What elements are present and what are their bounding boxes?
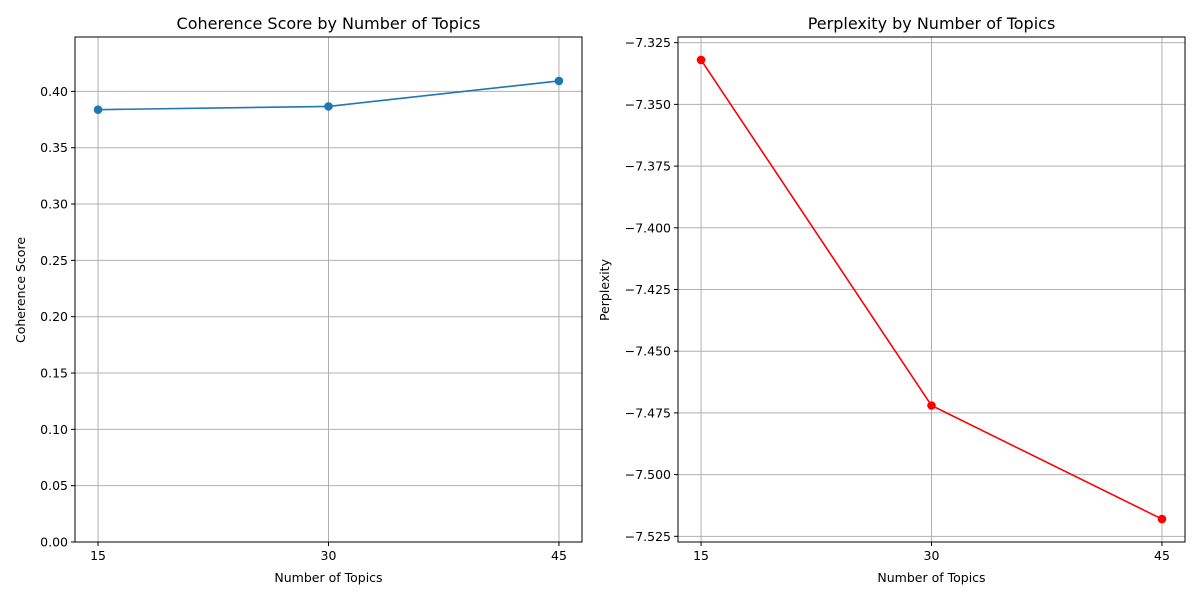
data-point	[554, 76, 564, 86]
data-point	[1157, 514, 1167, 524]
axis-ticks: 15 30 45 −7.525 −7.500 −7.475 −7.450 −7.425 −7.4…	[625, 35, 1170, 563]
y-tick-label: 0.40	[40, 84, 68, 99]
y-tick-label: −7.450	[625, 344, 671, 359]
y-tick-label: 0.10	[40, 422, 68, 437]
y-tick-label: −7.375	[625, 159, 671, 174]
series	[696, 55, 1167, 524]
y-tick-label: −7.475	[625, 405, 671, 420]
y-tick-label: 0.05	[40, 478, 68, 493]
y-tick-label: 0.25	[40, 253, 68, 268]
x-axis-label: Number of Topics	[274, 570, 382, 585]
chart-title: Perplexity by Number of Topics	[808, 14, 1056, 33]
y-tick-label: −7.400	[625, 220, 671, 235]
y-tick-label: −7.500	[625, 467, 671, 482]
x-tick-label: 15	[693, 548, 709, 563]
y-tick-label: 0.15	[40, 366, 68, 381]
grid-lines	[678, 37, 1185, 542]
data-point	[696, 55, 706, 65]
y-tick-label: 0.30	[40, 197, 68, 212]
perplexity-chart: Perplexity by Number of Topics Number of…	[597, 14, 1186, 585]
x-tick-label: 15	[90, 548, 106, 563]
y-tick-label: −7.525	[625, 529, 671, 544]
data-point	[324, 102, 333, 111]
y-tick-label: 0.35	[40, 140, 68, 155]
x-axis-label: Number of Topics	[877, 570, 985, 585]
data-point	[93, 105, 103, 114]
y-tick-label: 0.20	[40, 309, 68, 324]
axis-ticks: 15 30 45 0.00 0.05 0.10 0.15 0.20 0.25 0.30 0.35 0.…	[40, 84, 567, 563]
chart-title: Coherence Score by Number of Topics	[177, 14, 481, 33]
x-tick-label: 30	[321, 548, 337, 563]
y-tick-label: −7.425	[625, 282, 671, 297]
y-tick-label: −7.325	[625, 35, 671, 50]
x-tick-label: 30	[924, 548, 940, 563]
y-axis-label: Coherence Score	[13, 237, 28, 343]
data-point	[927, 401, 936, 410]
y-tick-label: 0.00	[40, 535, 68, 550]
y-tick-label: −7.350	[625, 97, 671, 112]
y-axis-label: Perplexity	[597, 258, 612, 321]
x-tick-label: 45	[551, 548, 567, 563]
x-tick-label: 45	[1154, 548, 1170, 563]
series	[93, 76, 564, 114]
coherence-chart: Coherence Score by Number of Topics Numb…	[13, 14, 583, 585]
